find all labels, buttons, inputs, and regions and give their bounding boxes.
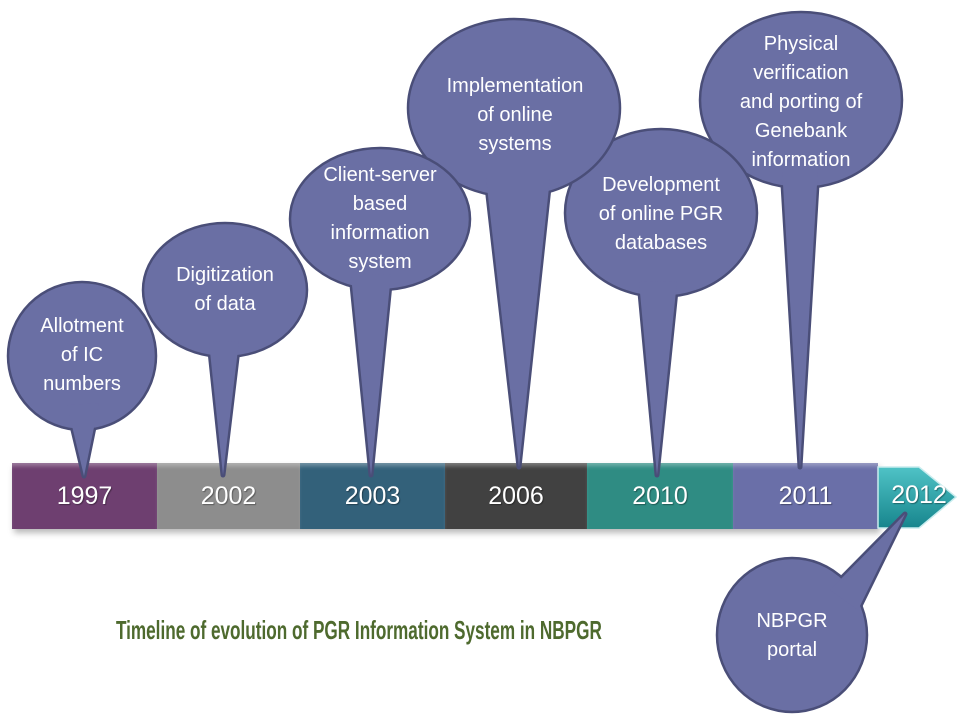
balloon-tail-fill [351,274,391,475]
balloon-label-genebank-porting: Physical verification and porting of Gen… [739,33,863,171]
timeline-segment-2010: 2010 [587,463,733,529]
year-label-2011: 2011 [778,481,833,510]
balloon-client-server-system [288,146,472,478]
year-label-2003: 2003 [344,481,401,510]
balloon-tail-fill [782,168,818,467]
year-label-2012: 2012 [891,480,947,509]
timeline-segment-2002: 2002 [157,463,300,529]
balloon-label-allotment-of-ic-numbers: Allotment of IC numbers [40,315,124,395]
year-label-2006: 2006 [488,481,544,510]
balloon-online-pgr-databases [563,127,759,478]
timeline-bar: 1997 2002 2003 2006 2010 2011 [12,463,878,529]
year-label-1997: 1997 [56,481,113,510]
balloon-tail-fill [830,514,905,610]
year-label-2002: 2002 [200,481,257,510]
balloon-nbpgr-portal [715,511,908,714]
caption: Timeline of evolution of PGR Information… [115,615,602,645]
balloon-tail-fill [639,281,677,475]
balloon-tail-fill [486,178,550,467]
balloon-label-online-systems: Implementation of online systems [446,75,584,155]
timeline-segment-2006: 2006 [445,463,587,529]
balloon-tail-fill [209,341,239,475]
timeline-segment-2011: 2011 [733,463,878,529]
balloon-tail-fill [67,403,99,476]
balloon-genebank-porting [698,10,904,470]
balloon-online-systems [406,17,622,470]
balloon-label-online-pgr-databases: Development of online PGR databases [598,174,724,254]
balloon-digitization-of-data [141,221,309,478]
balloon-label-digitization-of-data: Digitization of data [176,264,274,315]
balloon-label-nbpgr-portal: NBPGR portal [756,610,828,661]
balloon-body [715,556,869,714]
timeline-arrow-2012 [877,466,958,529]
balloon-label-client-server-system: Client-server based information system [323,164,437,273]
balloon-allotment-of-ic-numbers [6,280,158,479]
year-label-2010: 2010 [632,481,688,510]
